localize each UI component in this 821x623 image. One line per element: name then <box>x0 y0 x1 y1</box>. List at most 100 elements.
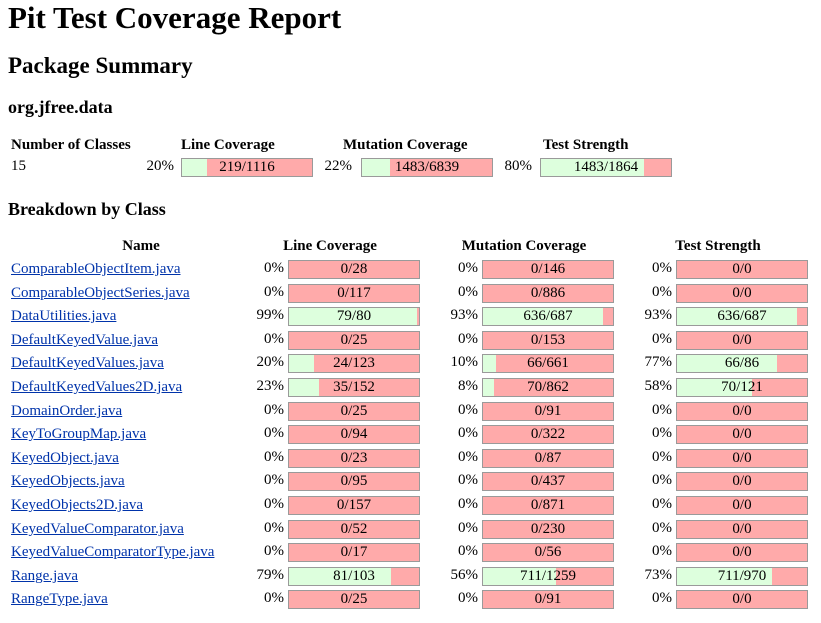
page-title: Pit Test Coverage Report <box>8 0 342 35</box>
class-link[interactable]: ComparableObjectSeries.java <box>11 285 190 301</box>
mut-coverage-bar-text: 636/687 <box>523 308 573 324</box>
mut-coverage-bar: 0/91 <box>482 402 614 421</box>
class-link[interactable]: KeyedObject.java <box>11 450 119 466</box>
str-coverage-bar-text: 711/970 <box>717 568 767 584</box>
mut-coverage-bar-text: 70/862 <box>527 379 569 395</box>
str-coverage-percent: 0% <box>652 331 672 347</box>
mut-coverage-bar-text: 66/661 <box>527 355 569 371</box>
mut-coverage-bar-fill <box>483 379 494 396</box>
mut-coverage-percent: 0% <box>458 543 478 559</box>
line-coverage-bar-text: 79/80 <box>336 308 372 324</box>
str-coverage-bar-text: 66/86 <box>724 355 760 371</box>
mut-coverage-bar-text: 0/146 <box>530 261 566 277</box>
summary-strength-bar-text: 1483/1864 <box>573 159 639 175</box>
mut-coverage-percent: 8% <box>458 378 478 394</box>
class-link[interactable]: KeyedObjects.java <box>11 473 125 489</box>
str-coverage-bar-text: 0/0 <box>732 403 752 419</box>
str-coverage-bar: 0/0 <box>676 496 808 515</box>
mut-coverage-percent: 0% <box>458 449 478 465</box>
class-link[interactable]: DomainOrder.java <box>11 403 123 419</box>
class-link[interactable]: KeyToGroupMap.java <box>11 426 147 442</box>
line-coverage-bar: 0/28 <box>288 260 420 279</box>
class-link[interactable]: KeyedObjects2D.java <box>11 497 144 513</box>
mut-coverage-bar: 0/91 <box>482 590 614 609</box>
str-coverage-percent: 0% <box>652 590 672 606</box>
str-coverage-bar-text: 0/0 <box>732 591 752 607</box>
mut-coverage-bar-fill <box>483 355 496 372</box>
class-link[interactable]: DataUtilities.java <box>11 308 117 324</box>
line-coverage-bar-text: 0/52 <box>340 521 368 537</box>
line-coverage-percent: 0% <box>264 496 284 512</box>
line-coverage-bar: 0/94 <box>288 425 420 444</box>
mut-coverage-percent: 0% <box>458 520 478 536</box>
str-coverage-bar-text: 70/121 <box>721 379 763 395</box>
str-coverage-bar: 0/0 <box>676 520 808 539</box>
class-link[interactable]: KeyedValueComparator.java <box>11 521 184 537</box>
mut-coverage-bar-text: 0/871 <box>530 497 566 513</box>
str-coverage-percent: 0% <box>652 260 672 276</box>
mut-coverage-bar: 66/661 <box>482 354 614 373</box>
mut-coverage-bar: 0/56 <box>482 543 614 562</box>
line-coverage-bar-text: 0/117 <box>337 285 371 301</box>
mut-coverage-percent: 0% <box>458 260 478 276</box>
page-subtitle: Package Summary <box>8 53 193 78</box>
class-link[interactable]: DefaultKeyedValue.java <box>11 332 159 348</box>
str-coverage-bar-text: 0/0 <box>732 473 752 489</box>
mut-coverage-bar-text: 0/87 <box>534 450 562 466</box>
str-coverage-bar: 70/121 <box>676 378 808 397</box>
mut-coverage-percent: 10% <box>450 354 479 370</box>
str-coverage-bar-text: 636/687 <box>717 308 767 324</box>
line-coverage-bar: 0/17 <box>288 543 420 562</box>
str-coverage-bar-fill <box>677 568 773 585</box>
str-coverage-percent: 0% <box>652 496 672 512</box>
column-header-strength: Test Strength <box>675 238 761 254</box>
class-link[interactable]: DefaultKeyedValues.java <box>11 355 164 371</box>
summary-mutation-bar-text: 1483/6839 <box>394 159 460 175</box>
line-coverage-bar-text: 0/157 <box>336 497 372 513</box>
mut-coverage-percent: 0% <box>458 284 478 300</box>
class-link[interactable]: RangeType.java <box>11 591 108 607</box>
summary-header-classes: Number of Classes <box>11 137 131 153</box>
str-coverage-bar: 66/86 <box>676 354 808 373</box>
class-link[interactable]: KeyedValueComparatorType.java <box>11 544 215 560</box>
summary-header-strength: Test Strength <box>543 137 629 153</box>
str-coverage-bar: 0/0 <box>676 425 808 444</box>
mut-coverage-bar-text: 0/230 <box>530 521 566 537</box>
mut-coverage-bar: 711/1259 <box>482 567 614 586</box>
mut-coverage-percent: 0% <box>458 425 478 441</box>
line-coverage-bar: 0/23 <box>288 449 420 468</box>
str-coverage-bar-fill <box>677 308 798 325</box>
mut-coverage-bar: 70/862 <box>482 378 614 397</box>
line-coverage-bar-fill <box>289 355 315 372</box>
mut-coverage-bar-text: 0/886 <box>530 285 566 301</box>
mut-coverage-bar-text: 0/91 <box>534 591 562 607</box>
mut-coverage-bar: 0/87 <box>482 449 614 468</box>
str-coverage-bar-text: 0/0 <box>732 261 752 277</box>
line-coverage-bar: 0/25 <box>288 331 420 350</box>
column-header-name: Name <box>122 238 160 254</box>
line-coverage-bar-fill <box>289 308 418 325</box>
mut-coverage-bar: 0/886 <box>482 284 614 303</box>
line-coverage-bar: 0/25 <box>288 590 420 609</box>
mut-coverage-percent: 0% <box>458 496 478 512</box>
summary-strength-percent: 80% <box>504 158 533 174</box>
class-link[interactable]: ComparableObjectItem.java <box>11 261 181 277</box>
class-link[interactable]: DefaultKeyedValues2D.java <box>11 379 183 395</box>
str-coverage-percent: 0% <box>652 543 672 559</box>
mut-coverage-percent: 0% <box>458 331 478 347</box>
str-coverage-bar-text: 0/0 <box>732 332 752 348</box>
line-coverage-bar: 0/157 <box>288 496 420 515</box>
str-coverage-bar-fill <box>677 355 777 372</box>
str-coverage-percent: 73% <box>644 567 673 583</box>
line-coverage-percent: 0% <box>264 590 284 606</box>
package-name: org.jfree.data <box>8 97 113 117</box>
class-link[interactable]: Range.java <box>11 568 79 584</box>
str-coverage-bar: 711/970 <box>676 567 808 586</box>
str-coverage-bar-text: 0/0 <box>732 426 752 442</box>
line-coverage-percent: 0% <box>264 425 284 441</box>
str-coverage-bar: 0/0 <box>676 472 808 491</box>
line-coverage-percent: 0% <box>264 520 284 536</box>
mut-coverage-bar-text: 0/56 <box>534 544 562 560</box>
summary-line-percent: 20% <box>146 158 175 174</box>
summary-header-line: Line Coverage <box>181 137 275 153</box>
